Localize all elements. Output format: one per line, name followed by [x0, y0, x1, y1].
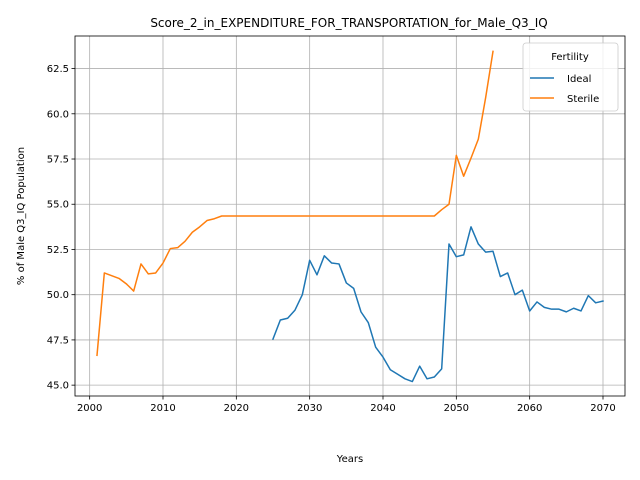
x-tick-label: 2000 — [77, 403, 102, 414]
y-tick-label: 57.5 — [47, 155, 69, 166]
y-axis-title: % of Male Q3_IQ Population — [16, 147, 27, 285]
chart-title: Score_2_in_EXPENDITURE_FOR_TRANSPORTATIO… — [150, 16, 547, 30]
x-tick-label: 2030 — [297, 403, 322, 414]
plot-frame — [74, 35, 626, 397]
x-tick-label: 2060 — [517, 403, 542, 414]
x-tick-label: 2020 — [224, 403, 249, 414]
y-tick-label: 45.0 — [47, 381, 69, 392]
y-tick-label: 47.5 — [47, 335, 69, 346]
y-tick-label: 55.0 — [47, 200, 69, 211]
x-tick-label: 2070 — [590, 403, 615, 414]
x-tick-label: 2050 — [444, 403, 469, 414]
legend-label-ideal: Ideal — [567, 74, 591, 85]
y-tick-label: 50.0 — [47, 290, 69, 301]
legend-title: Fertility — [551, 52, 589, 63]
y-tick-label: 62.5 — [47, 64, 69, 75]
series-line-sterile — [96, 50, 494, 357]
legend: Fertility Ideal Sterile — [522, 42, 619, 112]
series-lines — [96, 50, 604, 383]
y-axis-ticks: 45.0 47.5 50.0 52.5 55.0 57.5 60.0 62.5 — [47, 64, 75, 392]
x-axis-title: Years — [336, 454, 363, 465]
x-tick-label: 2040 — [370, 403, 395, 414]
legend-box — [522, 42, 619, 112]
x-axis-ticks: 2000 2010 2020 2030 2040 2050 2060 2070 — [77, 396, 616, 414]
series-line-ideal — [272, 226, 604, 383]
y-tick-label: 60.0 — [47, 109, 69, 120]
y-tick-label: 52.5 — [47, 245, 69, 256]
legend-label-sterile: Sterile — [567, 94, 599, 105]
x-tick-label: 2010 — [150, 403, 175, 414]
